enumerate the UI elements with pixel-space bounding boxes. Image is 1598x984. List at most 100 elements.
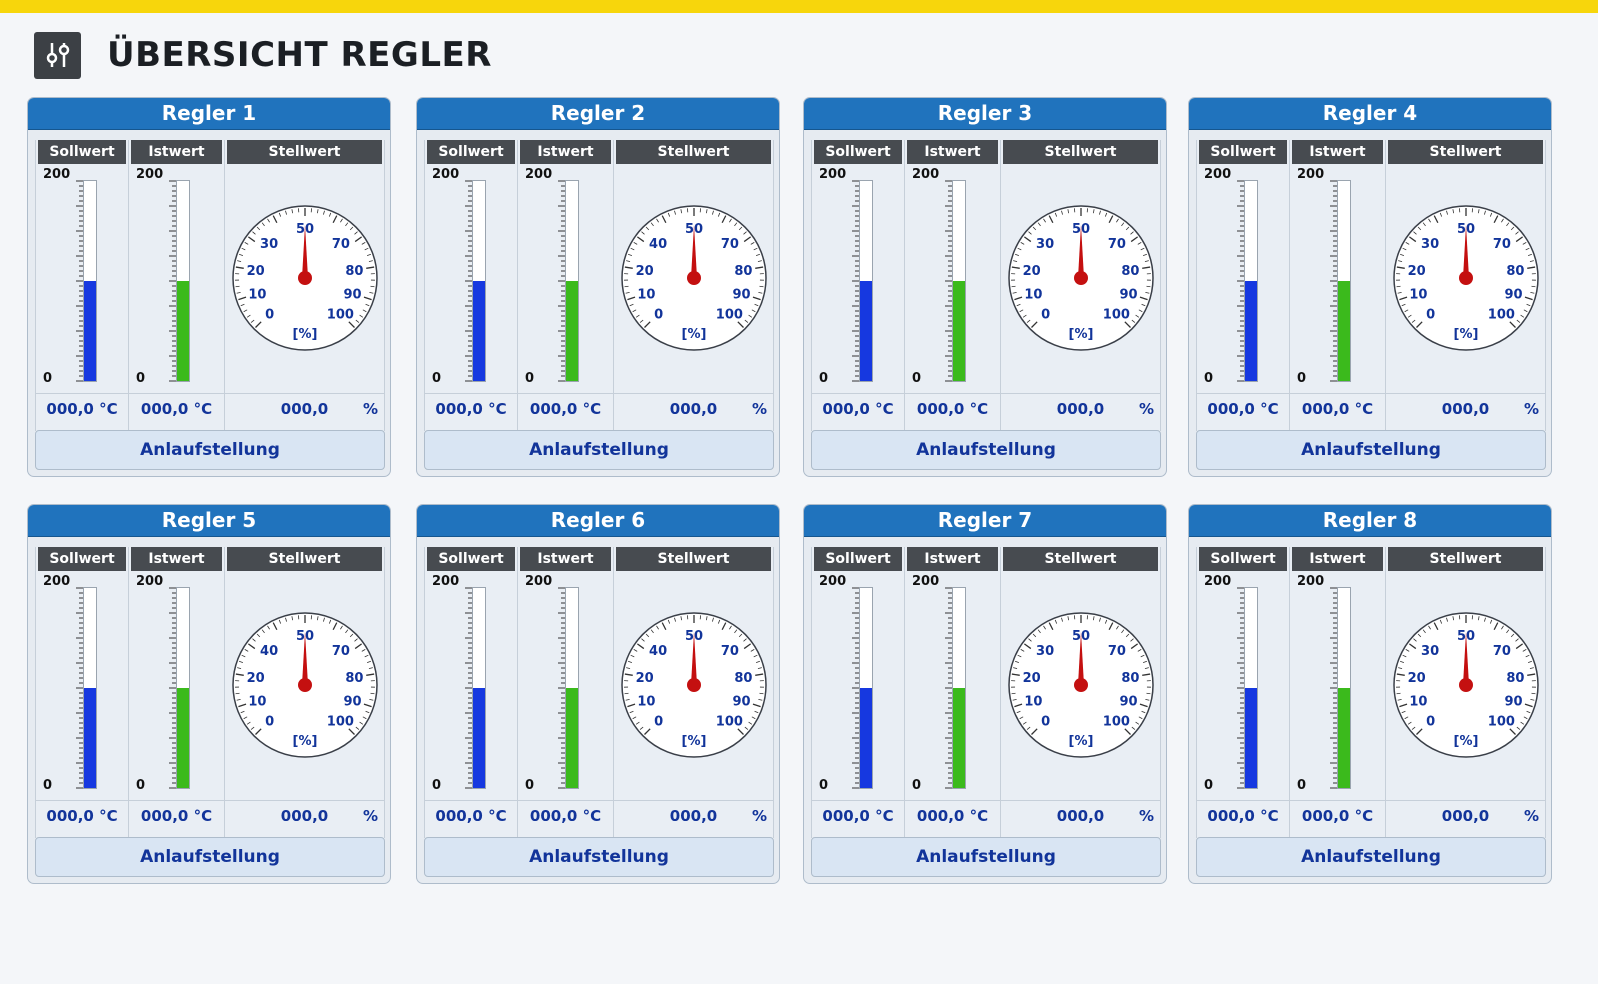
- istwert-header: Istwert: [907, 140, 998, 164]
- stellwert-value: 000,0: [280, 400, 329, 418]
- istwert-header: Istwert: [131, 140, 222, 164]
- stellwert-gauge: 010203050708090100[%]: [1008, 205, 1154, 351]
- gauge-unit-label: [%]: [682, 327, 707, 342]
- scale-ticks: [945, 587, 952, 789]
- gauge-tick-label: 10: [1024, 287, 1042, 302]
- stellwert-value-row: 000,0 %: [1001, 800, 1160, 831]
- controller-columns: Sollwert 200 0 000,0 °C Istwert 200 0 00…: [1196, 140, 1546, 431]
- anlaufstellung-button[interactable]: Anlaufstellung: [811, 430, 1161, 470]
- controller-title: Regler 7: [804, 505, 1166, 537]
- gauge-hub: [298, 678, 312, 692]
- gauge-tick-label: 10: [248, 694, 266, 709]
- gauge-tick-label: 90: [1505, 694, 1523, 709]
- scale-max-label: 200: [819, 167, 847, 182]
- gauge-tick-label: 100: [1488, 307, 1515, 322]
- anlaufstellung-button[interactable]: Anlaufstellung: [35, 430, 385, 470]
- istwert-value: 000,0 °C: [905, 800, 1000, 831]
- sollwert-fill: [860, 688, 872, 788]
- gauge-needle: [691, 632, 697, 685]
- gauge-needle: [302, 225, 308, 278]
- anlaufstellung-button[interactable]: Anlaufstellung: [1196, 837, 1546, 877]
- gauge-tick-label: 0: [1041, 307, 1050, 322]
- stellwert-gauge: 010204050708090100[%]: [232, 612, 378, 758]
- percent-unit: %: [1523, 400, 1539, 418]
- gauge-tick-label: 30: [1036, 237, 1054, 252]
- gauge-unit-label: [%]: [293, 327, 318, 342]
- istwert-value: 000,0 °C: [1290, 800, 1385, 831]
- gauge-tick-label: 70: [332, 237, 350, 252]
- gauge-tick-label: 10: [1409, 694, 1427, 709]
- istwert-fill: [953, 281, 965, 381]
- scale-min-label: 0: [43, 371, 53, 386]
- gauge-needle: [1463, 632, 1469, 685]
- controller-panel: Regler 4 Sollwert 200 0 000,0 °C Istwert…: [1188, 97, 1552, 477]
- gauge-tick-label: 70: [1493, 237, 1511, 252]
- scale-ticks: [558, 587, 565, 789]
- scale-ticks: [169, 180, 176, 382]
- scale-ticks: [465, 180, 472, 382]
- gauge-tick-label: 0: [1041, 714, 1050, 729]
- anlaufstellung-button[interactable]: Anlaufstellung: [1196, 430, 1546, 470]
- sollwert-bar: [1244, 587, 1258, 789]
- gauge-tick-label: 80: [734, 671, 752, 686]
- stellwert-value-row: 000,0 %: [225, 800, 384, 831]
- sollwert-column: Sollwert 200 0 000,0 °C: [424, 547, 518, 838]
- gauge-unit-label: [%]: [682, 734, 707, 749]
- istwert-header: Istwert: [520, 547, 611, 571]
- stellwert-column: Stellwert 010204050708090100[%] 000,0 %: [225, 547, 385, 838]
- gauge-tick-label: 90: [733, 287, 751, 302]
- gauge-needle: [302, 632, 308, 685]
- controller-columns: Sollwert 200 0 000,0 °C Istwert 200 0 00…: [1196, 547, 1546, 838]
- controller-panel: Regler 2 Sollwert 200 0 000,0 °C Istwert…: [416, 97, 780, 477]
- anlaufstellung-button[interactable]: Anlaufstellung: [424, 837, 774, 877]
- sollwert-value: 000,0 °C: [812, 393, 904, 424]
- gauge-tick-label: 100: [716, 307, 743, 322]
- gauge-tick-label: 30: [1036, 644, 1054, 659]
- gauge-tick-label: 40: [260, 644, 278, 659]
- scale-max-label: 200: [1204, 574, 1232, 589]
- scale-min-label: 0: [525, 778, 535, 793]
- istwert-fill: [953, 688, 965, 788]
- gauge-hub: [1074, 271, 1088, 285]
- stellwert-header: Stellwert: [1003, 547, 1158, 571]
- gauge-tick-label: 80: [1121, 671, 1139, 686]
- gauge-tick-label: 90: [344, 694, 362, 709]
- percent-unit: %: [751, 400, 767, 418]
- gauge-tick-label: 90: [1505, 287, 1523, 302]
- controller-title: Regler 3: [804, 98, 1166, 130]
- percent-unit: %: [1138, 400, 1154, 418]
- gauge-tick-label: 0: [654, 307, 663, 322]
- anlaufstellung-button[interactable]: Anlaufstellung: [35, 837, 385, 877]
- scale-max-label: 200: [525, 574, 553, 589]
- istwert-value: 000,0 °C: [129, 393, 224, 424]
- controller-title: Regler 1: [28, 98, 390, 130]
- sollwert-header: Sollwert: [427, 140, 515, 164]
- anlaufstellung-button[interactable]: Anlaufstellung: [424, 430, 774, 470]
- stellwert-header: Stellwert: [227, 547, 382, 571]
- gauge-needle: [1078, 632, 1084, 685]
- controller-columns: Sollwert 200 0 000,0 °C Istwert 200 0 00…: [35, 140, 385, 431]
- gauge-needle: [691, 225, 697, 278]
- gauge-unit-label: [%]: [1069, 734, 1094, 749]
- istwert-fill: [566, 688, 578, 788]
- scale-ticks: [465, 587, 472, 789]
- controller-title: Regler 5: [28, 505, 390, 537]
- gauge-tick-label: 100: [1103, 714, 1130, 729]
- sollwert-column: Sollwert 200 0 000,0 °C: [424, 140, 518, 431]
- istwert-column: Istwert 200 0 000,0 °C: [129, 140, 225, 431]
- stellwert-column: Stellwert 010204050708090100[%] 000,0 %: [614, 140, 774, 431]
- anlaufstellung-button[interactable]: Anlaufstellung: [811, 837, 1161, 877]
- gauge-tick-label: 100: [327, 714, 354, 729]
- istwert-column: Istwert 200 0 000,0 °C: [129, 547, 225, 838]
- gauge-tick-label: 20: [1408, 671, 1426, 686]
- gauge-tick-label: 30: [1421, 644, 1439, 659]
- stellwert-value-row: 000,0 %: [1001, 393, 1160, 424]
- gauge-tick-label: 90: [1120, 287, 1138, 302]
- scale-max-label: 200: [432, 167, 460, 182]
- istwert-fill: [177, 688, 189, 788]
- sollwert-fill: [84, 688, 96, 788]
- gauge-hub: [1074, 678, 1088, 692]
- gauge-tick-label: 10: [637, 287, 655, 302]
- istwert-bar: [565, 587, 579, 789]
- sollwert-bar: [83, 180, 97, 382]
